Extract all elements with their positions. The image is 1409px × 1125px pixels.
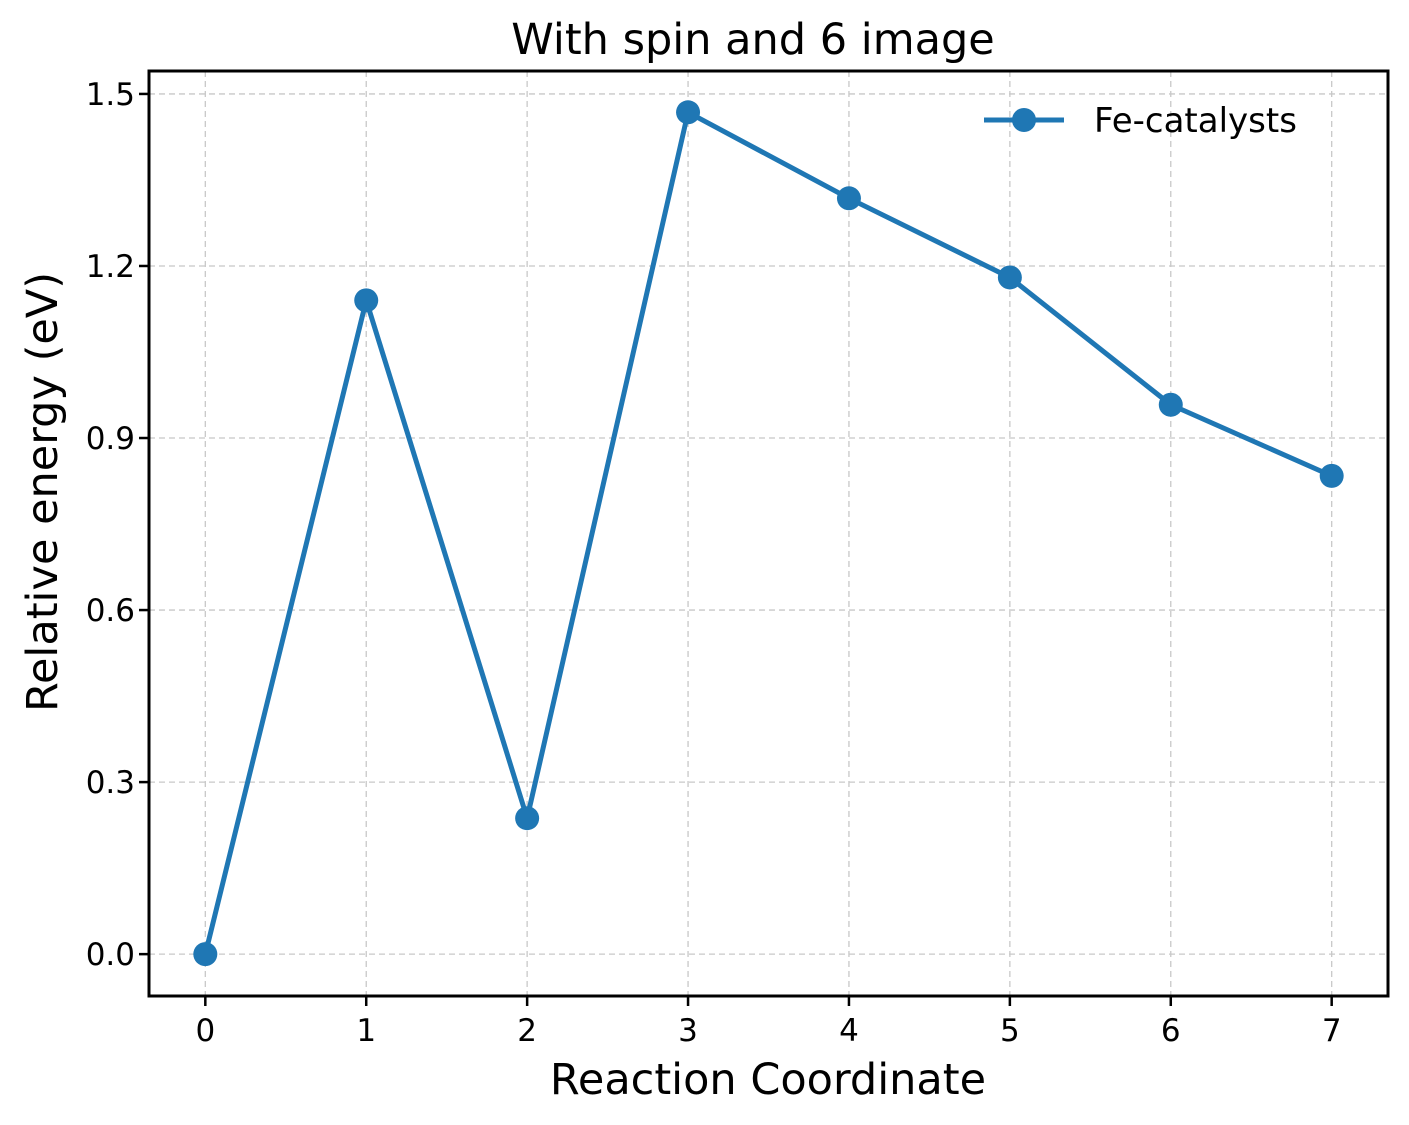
data-point xyxy=(354,288,379,313)
x-tick-label: 1 xyxy=(356,1013,376,1049)
x-tick-label: 4 xyxy=(839,1013,859,1049)
series-layer xyxy=(193,100,1344,967)
chart-title: With spin and 6 image xyxy=(511,15,994,65)
data-point xyxy=(1319,463,1344,488)
data-point xyxy=(836,186,861,211)
y-tick-label: 0.9 xyxy=(86,421,135,457)
data-point xyxy=(515,806,540,831)
x-tick-label: 5 xyxy=(1000,1013,1020,1049)
y-tick-label: 1.5 xyxy=(86,77,135,113)
axes: 0 1 2 3 4 5 6 7 0.0 0.3 0.6 0.9 1.2 1.5 xyxy=(86,69,1390,1049)
y-tick-label: 0.6 xyxy=(86,593,135,629)
data-point xyxy=(676,100,701,125)
legend-marker xyxy=(1012,108,1036,132)
y-tick-label: 1.2 xyxy=(86,249,135,285)
series-line xyxy=(202,109,1333,955)
plot-frame xyxy=(147,69,1390,998)
grid xyxy=(149,71,1388,996)
x-axis-title: Reaction Coordinate xyxy=(550,1055,986,1105)
y-tick-label: 0.0 xyxy=(86,937,135,973)
y-tick-label: 0.3 xyxy=(86,765,135,801)
x-tick-label: 7 xyxy=(1322,1013,1342,1049)
data-point xyxy=(997,265,1022,290)
x-tick-label: 3 xyxy=(678,1013,698,1049)
data-point xyxy=(193,942,218,967)
legend-label: Fe-catalysts xyxy=(1094,101,1297,141)
x-tick-label: 0 xyxy=(195,1013,215,1049)
legend: Fe-catalysts xyxy=(984,101,1297,141)
x-tick-label: 2 xyxy=(517,1013,537,1049)
data-point xyxy=(1158,392,1183,417)
y-axis-title: Relative energy (eV) xyxy=(18,272,68,712)
x-tick-label: 6 xyxy=(1161,1013,1181,1049)
